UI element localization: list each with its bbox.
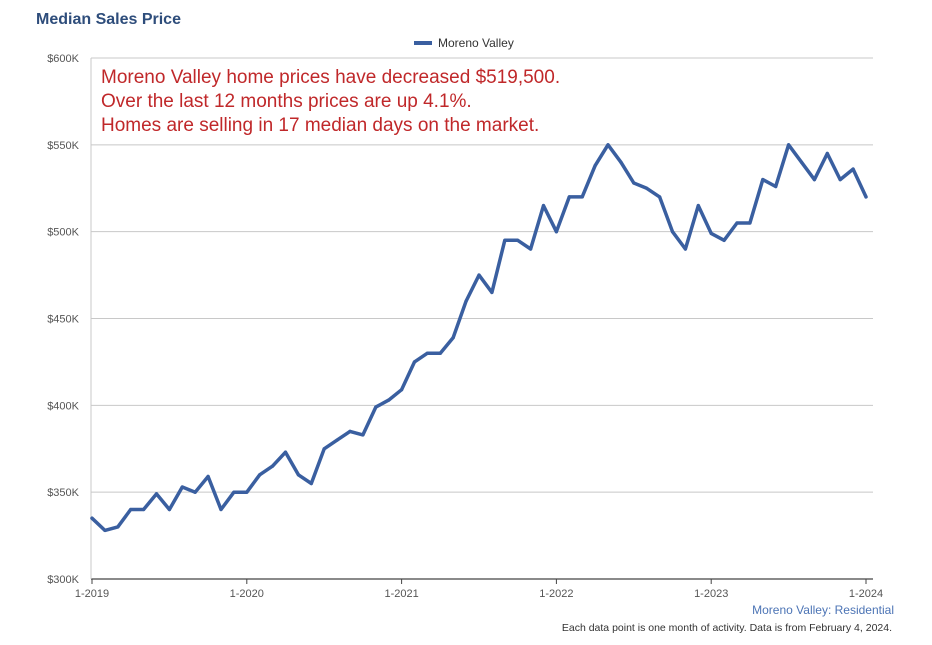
data-point [258, 473, 262, 477]
data-point [838, 178, 842, 182]
data-point [619, 160, 623, 164]
x-tick-label: 1-2020 [230, 588, 264, 600]
data-point [864, 195, 868, 199]
series-source-label: Moreno Valley: Residential [752, 603, 894, 617]
x-tick-label: 1-2023 [694, 588, 728, 600]
data-point [477, 273, 481, 277]
chart-title: Median Sales Price [36, 11, 181, 28]
legend-label-moreno-valley: Moreno Valley [438, 36, 514, 50]
data-point [490, 290, 494, 294]
data-point [748, 221, 752, 225]
data-point [322, 447, 326, 451]
y-tick-label: $450K [47, 314, 79, 326]
series-layer [90, 143, 868, 533]
data-point [348, 429, 352, 433]
data-point [129, 507, 133, 512]
data-point [309, 481, 313, 486]
data-point [774, 184, 778, 189]
y-tick-label: $600K [47, 53, 79, 65]
annotation-line-3: Homes are selling in 17 median days on t… [101, 115, 540, 136]
data-point [154, 492, 159, 496]
data-point [606, 143, 610, 147]
data-point [232, 490, 236, 494]
x-axis: 1-2019 1-2020 1-2021 1-2022 1-2023 1-2024 [75, 58, 883, 600]
data-point [335, 438, 339, 442]
data-point [451, 336, 455, 340]
x-tick-label: 1-2021 [384, 588, 418, 600]
data-point [825, 151, 829, 156]
y-tick-label: $500K [47, 227, 79, 239]
data-point [567, 195, 571, 199]
data-point [425, 351, 429, 355]
data-point [632, 181, 636, 185]
data-point [722, 238, 726, 242]
y-tick-label: $350K [47, 487, 79, 499]
annotation-line-2: Over the last 12 months prices are up 4.… [101, 91, 472, 112]
data-point [580, 195, 584, 199]
data-point [593, 164, 597, 168]
data-point [167, 507, 171, 512]
data-point [812, 178, 817, 182]
x-tick-label: 1-2019 [75, 588, 109, 600]
series-line-moreno-valley [90, 143, 868, 533]
data-point [400, 388, 404, 392]
y-tick-label: $400K [47, 400, 79, 412]
data-point [283, 450, 288, 454]
data-point [219, 507, 223, 512]
x-tick-label: 1-2024 [849, 588, 883, 600]
data-point [735, 221, 739, 225]
data-point [90, 516, 94, 520]
data-point [541, 204, 546, 208]
data-point [516, 238, 520, 242]
data-point [245, 490, 249, 494]
y-tick-label: $300K [47, 574, 79, 586]
data-point [180, 485, 184, 489]
data-point [799, 160, 804, 164]
data-point [787, 143, 791, 147]
data-point [683, 247, 688, 251]
data-point [529, 247, 533, 251]
data-point [503, 238, 507, 242]
data-point [554, 230, 559, 234]
data-point [696, 204, 700, 208]
data-point [296, 473, 300, 477]
data-point [103, 528, 107, 533]
data-point [412, 360, 417, 364]
data-point [206, 474, 210, 479]
data-note: Each data point is one month of activity… [561, 622, 892, 634]
data-point [374, 405, 378, 409]
data-point [851, 167, 855, 171]
chart-annotation: Moreno Valley home prices have decreased… [101, 66, 560, 138]
data-point [361, 433, 365, 437]
data-point [387, 398, 391, 402]
annotation-line-1: Moreno Valley home prices have decreased… [101, 67, 561, 88]
data-point [645, 186, 649, 190]
data-point [761, 178, 765, 182]
grid-lines [91, 57, 873, 493]
data-point [464, 299, 468, 303]
data-point [193, 490, 197, 494]
x-tick-label: 1-2022 [539, 588, 573, 600]
chart-legend: Moreno Valley [414, 36, 514, 50]
data-point [709, 231, 713, 235]
y-tick-label: $550K [47, 140, 79, 152]
y-axis-tick-labels: $300K $350K $400K $450K $500K $550K $600K [47, 53, 79, 586]
legend-swatch [414, 41, 432, 45]
data-point [116, 525, 120, 529]
data-point [438, 351, 442, 355]
data-point [670, 230, 675, 234]
data-point [271, 464, 275, 468]
data-point [142, 507, 146, 512]
data-point [658, 195, 662, 199]
